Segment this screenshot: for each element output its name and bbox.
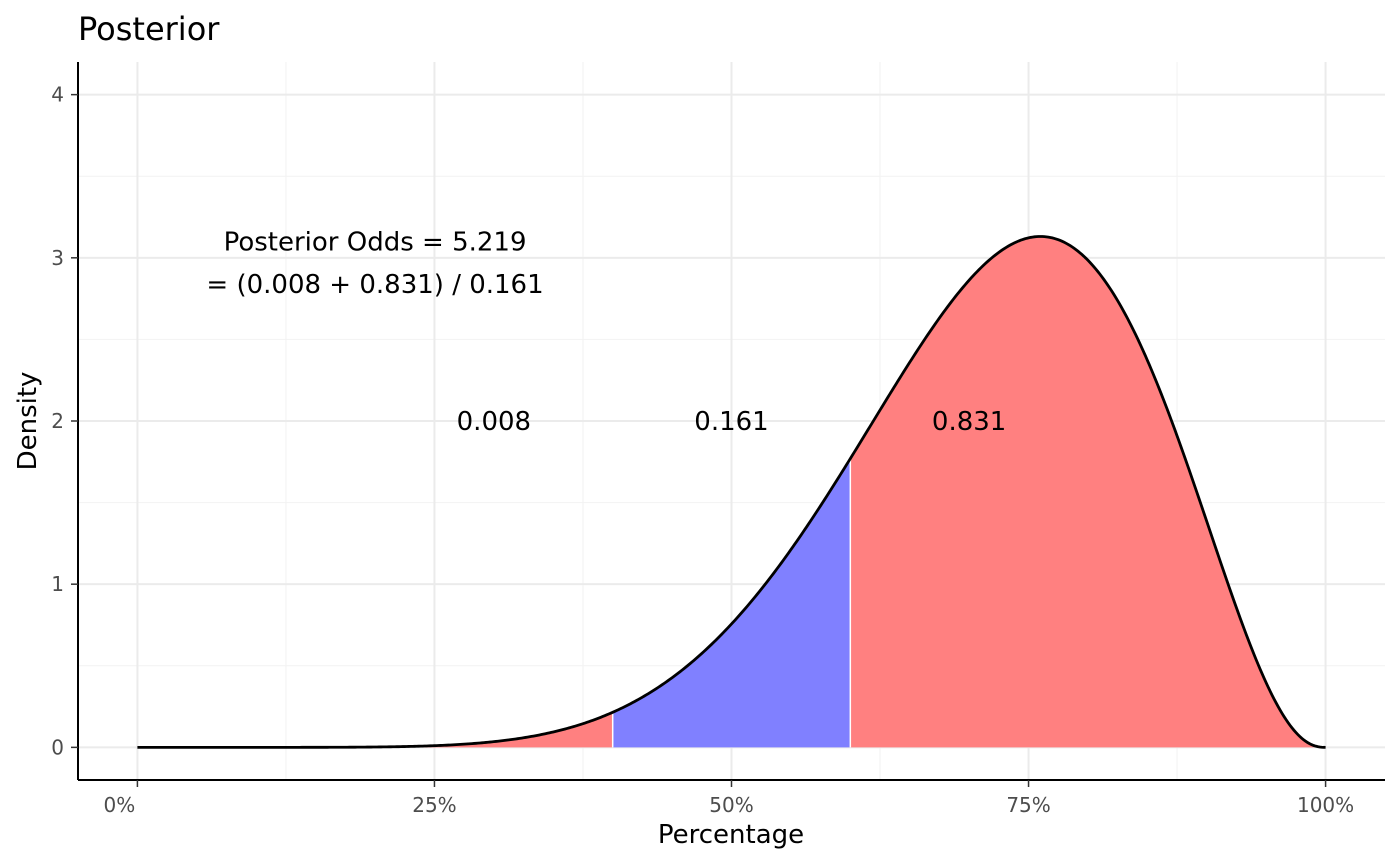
region-label-0.008: 0.008 [457,407,531,437]
y-axis-title: Density [13,372,43,471]
region-label-0.161: 0.161 [694,407,768,437]
x-tick-label: 50% [709,793,753,817]
y-tick-label: 3 [51,246,64,270]
x-tick-label: 75% [1006,793,1050,817]
region-labels: 0.008 0.161 0.831 [457,407,1007,437]
y-tick-label: 0 [51,735,64,759]
x-tick-label: 0% [104,793,136,817]
y-tick-label: 4 [51,83,64,107]
region-area-0.161 [612,458,851,748]
x-axis-ticks: 0% 25% 50% 75% 100% [104,780,1354,817]
chart-title: Posterior [78,10,220,48]
y-tick-label: 2 [51,409,64,433]
region-label-0.831: 0.831 [932,407,1006,437]
probability-regions [137,236,1326,748]
density-curve [137,235,1326,749]
region-area-0.008 [137,712,613,748]
x-axis-title: Percentage [658,820,804,850]
x-tick-label: 25% [412,793,456,817]
posterior-odds-annotation: Posterior Odds = 5.219 [224,228,527,258]
y-axis-ticks: 0 1 2 3 4 [51,83,78,759]
posterior-odds-formula: = (0.008 + 0.831) / 0.161 [206,270,543,300]
y-tick-label: 1 [51,572,64,596]
x-tick-label: 100% [1297,793,1354,817]
region-area-0.831 [850,236,1326,748]
